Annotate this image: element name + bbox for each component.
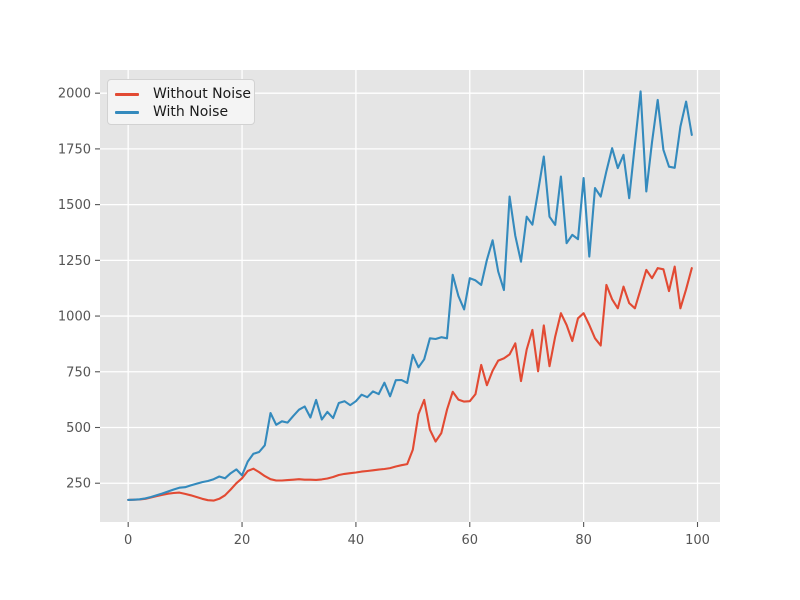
legend-label-without-noise: Without Noise [153, 86, 251, 102]
y-tick-label: 500 [66, 421, 91, 436]
series-line-without-noise [127, 265, 693, 502]
y-tick-label: 750 [66, 365, 91, 380]
legend-line-swatch-blue [115, 110, 139, 114]
x-tick-label: 0 [124, 533, 132, 548]
x-tick-label: 20 [234, 533, 251, 548]
y-tick-label: 2000 [58, 87, 91, 102]
x-tick-label: 60 [462, 533, 479, 548]
y-tick-label: 1500 [58, 198, 91, 213]
x-tick-label: 40 [348, 533, 365, 548]
y-tick-label: 1000 [58, 310, 91, 325]
y-tick-label: 250 [66, 477, 91, 492]
legend-item-with-noise: With Noise [115, 103, 248, 121]
x-tick-label: 100 [685, 533, 710, 548]
plot-area [100, 70, 720, 522]
y-tick-label: 1250 [58, 254, 91, 269]
legend-label-with-noise: With Noise [153, 104, 229, 120]
legend-line-swatch-red [115, 92, 139, 96]
y-tick-label: 1750 [58, 142, 91, 157]
legend-item-without-noise: Without Noise [115, 85, 251, 103]
series-line-with-noise [127, 90, 693, 501]
legend: Without Noise With Noise [107, 79, 255, 125]
x-tick-label: 80 [575, 533, 592, 548]
